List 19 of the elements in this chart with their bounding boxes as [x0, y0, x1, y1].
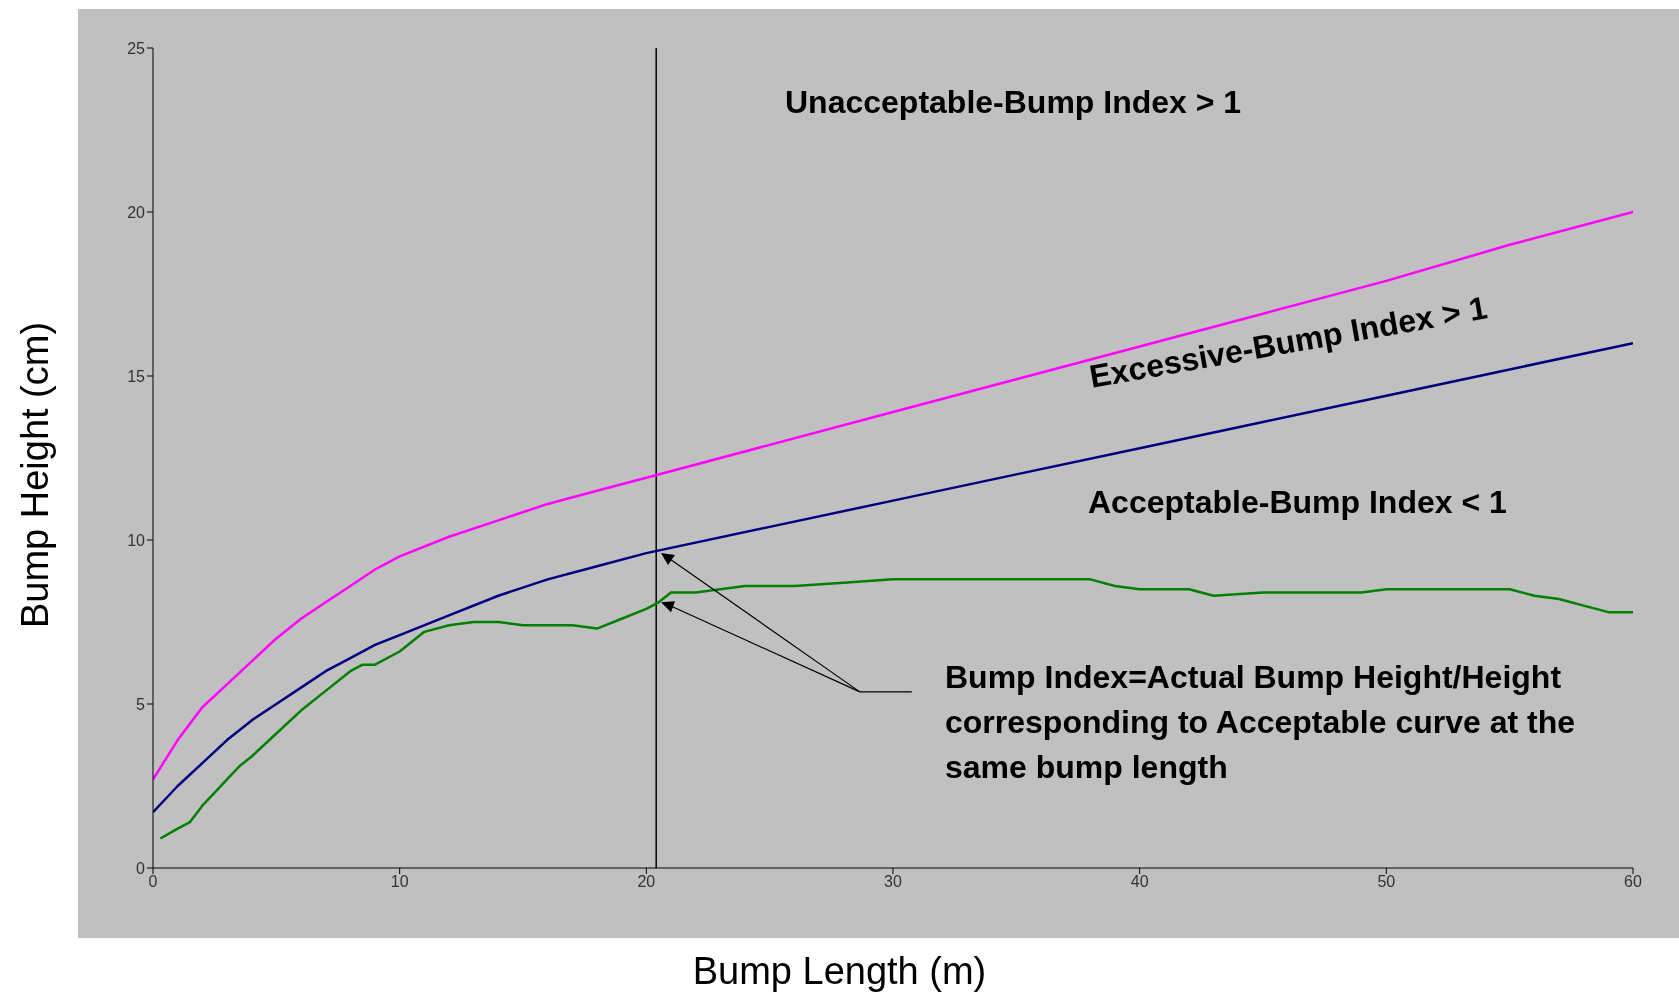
y-tick-label: 0 [136, 859, 146, 877]
y-tick-label: 15 [127, 367, 146, 385]
annotation: Unacceptable-Bump Index > 1 [785, 83, 1243, 122]
x-tick-label: 60 [1624, 873, 1642, 891]
x-tick-label: 20 [637, 873, 656, 891]
y-tick-label: 5 [136, 695, 146, 713]
line-series [159, 578, 1633, 840]
annotation: Acceptable-Bump Index < 1 [1088, 483, 1508, 522]
y-axis-title: Bump Height (cm) [13, 321, 57, 629]
y-tick-label: 20 [127, 203, 146, 221]
annotation: Bump Index=Actual Bump Height/Height corresponding to Acceptable curve at the same bump length [945, 658, 1577, 787]
x-axis-title: Bump Length (m) [691, 950, 988, 993]
x-tick-label: 10 [390, 873, 409, 891]
x-tick-label: 40 [1130, 873, 1149, 891]
x-tick-label: 30 [884, 873, 902, 891]
y-tick-label: 25 [127, 39, 146, 57]
x-tick-label: 50 [1377, 873, 1396, 891]
x-tick-label: 0 [148, 873, 158, 891]
y-tick-label: 10 [127, 531, 146, 549]
